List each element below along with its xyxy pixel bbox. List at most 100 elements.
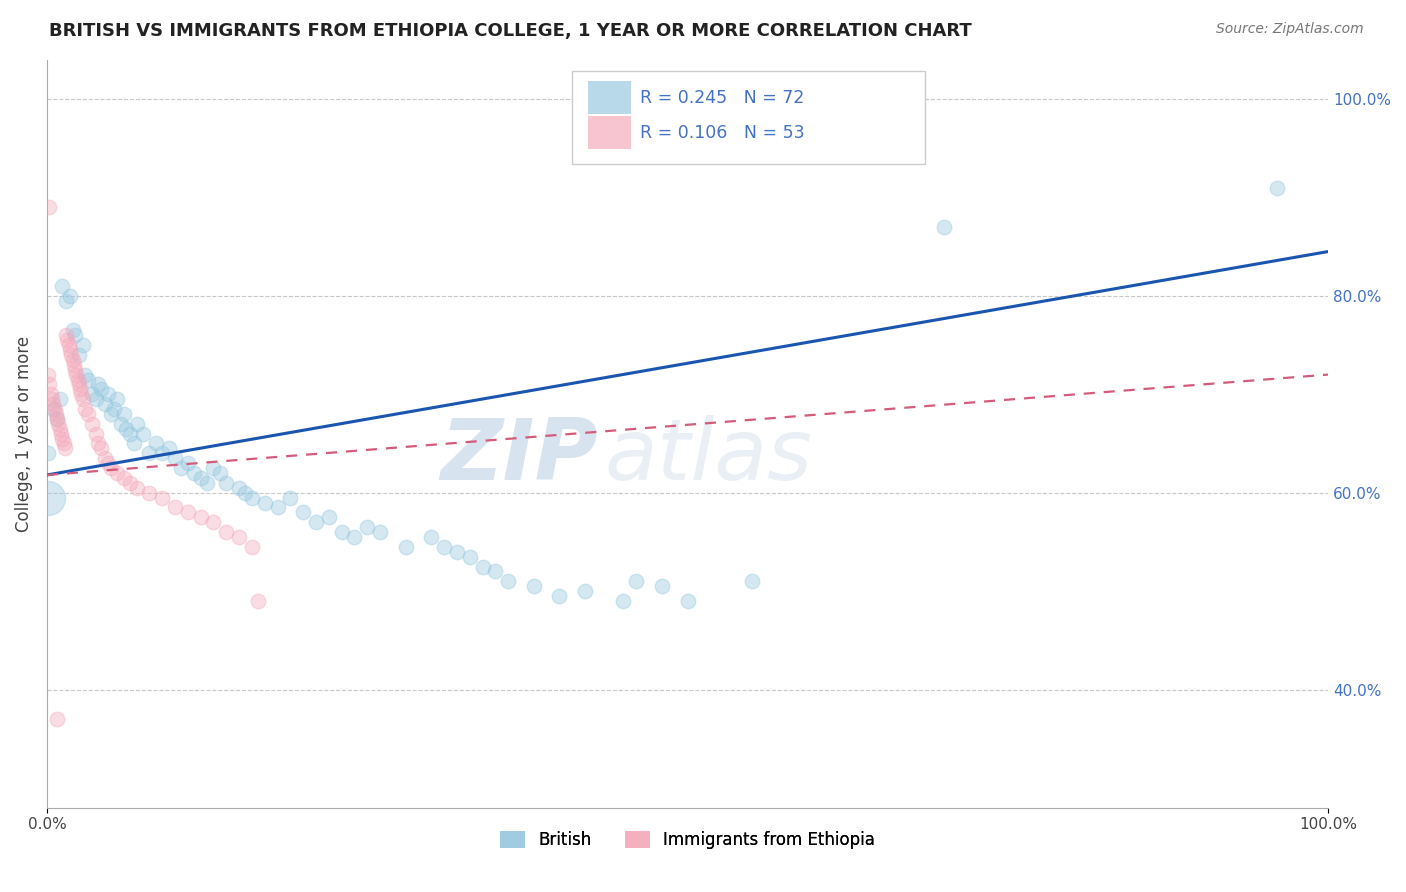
Point: [37, 446, 59, 460]
Point: [90, 442, 112, 456]
Point: [52, 436, 75, 450]
Point: [87, 436, 110, 450]
Point: [266, 500, 288, 515]
Point: [202, 515, 225, 529]
Point: [63, 362, 86, 376]
Point: [932, 219, 955, 234]
Point: [65, 368, 87, 382]
Point: [84, 426, 107, 441]
Point: [87, 377, 110, 392]
Point: [100, 407, 122, 421]
Point: [59, 289, 82, 303]
Point: [190, 471, 212, 485]
Point: [59, 343, 82, 357]
Point: [37, 491, 59, 505]
Point: [112, 407, 135, 421]
Point: [48, 392, 70, 407]
Point: [215, 524, 238, 539]
FancyBboxPatch shape: [588, 81, 631, 114]
Point: [67, 348, 90, 362]
Point: [195, 475, 218, 490]
Text: BRITISH VS IMMIGRANTS FROM ETHIOPIA COLLEGE, 1 YEAR OR MORE CORRELATION CHART: BRITISH VS IMMIGRANTS FROM ETHIOPIA COLL…: [49, 22, 972, 40]
Point: [45, 407, 67, 421]
Point: [38, 200, 60, 214]
Point: [125, 481, 148, 495]
Point: [75, 368, 97, 382]
Point: [70, 387, 93, 401]
Point: [626, 574, 648, 589]
Point: [356, 520, 378, 534]
Text: atlas: atlas: [605, 415, 813, 498]
Point: [84, 392, 107, 407]
Point: [523, 579, 546, 593]
Point: [77, 372, 100, 386]
Point: [62, 352, 84, 367]
Point: [66, 372, 89, 386]
Point: [163, 500, 186, 515]
Point: [446, 545, 468, 559]
Point: [112, 471, 135, 485]
Point: [433, 540, 456, 554]
Point: [56, 333, 79, 347]
Point: [75, 402, 97, 417]
Point: [150, 491, 173, 505]
Point: [177, 456, 200, 470]
Point: [51, 279, 73, 293]
Point: [202, 461, 225, 475]
Point: [44, 402, 66, 417]
Point: [53, 442, 76, 456]
Point: [163, 451, 186, 466]
Point: [330, 524, 353, 539]
Point: [37, 368, 59, 382]
Point: [368, 524, 391, 539]
Point: [55, 328, 77, 343]
Text: R = 0.106   N = 53: R = 0.106 N = 53: [640, 124, 804, 142]
Point: [247, 594, 270, 608]
Point: [110, 417, 132, 431]
Point: [58, 338, 80, 352]
Point: [48, 417, 70, 431]
Point: [46, 712, 69, 726]
Point: [458, 549, 481, 564]
Text: R = 0.245   N = 72: R = 0.245 N = 72: [640, 88, 804, 107]
Point: [105, 466, 128, 480]
Point: [46, 412, 69, 426]
Point: [97, 387, 120, 401]
Point: [72, 338, 94, 352]
Point: [318, 510, 340, 524]
Point: [115, 422, 138, 436]
Point: [38, 377, 60, 392]
Point: [77, 407, 100, 421]
Point: [93, 451, 115, 466]
Point: [138, 485, 160, 500]
Point: [42, 397, 65, 411]
Point: [170, 461, 193, 475]
Text: Source: ZipAtlas.com: Source: ZipAtlas.com: [1216, 22, 1364, 37]
Point: [42, 402, 65, 417]
Point: [132, 426, 155, 441]
Point: [60, 348, 83, 362]
Point: [80, 387, 103, 401]
Point: [103, 402, 125, 417]
Point: [157, 442, 180, 456]
Point: [90, 382, 112, 396]
Point: [278, 491, 301, 505]
Point: [62, 358, 84, 372]
Point: [1265, 180, 1288, 194]
Legend: British, Immigrants from Ethiopia: British, Immigrants from Ethiopia: [494, 824, 882, 855]
Point: [305, 515, 328, 529]
Point: [612, 594, 634, 608]
Point: [215, 475, 238, 490]
Point: [145, 436, 167, 450]
FancyBboxPatch shape: [588, 117, 631, 149]
Text: ZIP: ZIP: [440, 415, 598, 498]
Point: [120, 475, 142, 490]
Point: [41, 392, 63, 407]
Point: [120, 426, 142, 441]
Point: [105, 392, 128, 407]
Point: [67, 377, 90, 392]
Point: [651, 579, 673, 593]
Point: [240, 491, 263, 505]
Point: [80, 417, 103, 431]
Point: [122, 436, 145, 450]
